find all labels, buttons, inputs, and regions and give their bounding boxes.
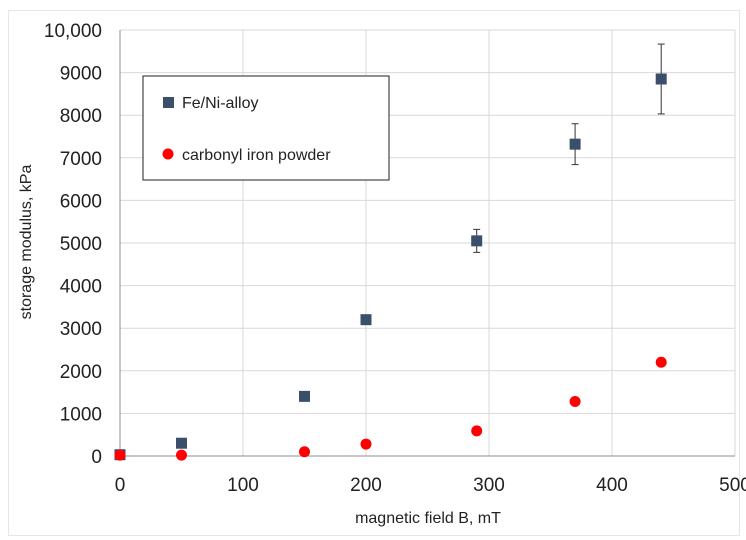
- data-point-carbonyl-iron-powder: [299, 446, 310, 458]
- data-point-fe-ni-alloy: [471, 235, 483, 247]
- axes: [119, 30, 735, 457]
- x-tick-labels: 0 100 200 300 400 500: [115, 475, 746, 496]
- y-tick-label: 1000: [60, 404, 102, 425]
- y-tick-label: 7000: [60, 149, 102, 170]
- x-axis-title: magnetic field B, mT: [355, 510, 501, 527]
- data-point-carbonyl-iron-powder: [471, 425, 483, 437]
- data-point-carbonyl-iron-powder: [569, 395, 581, 407]
- data-point-fe-ni-alloy: [655, 73, 667, 85]
- data-points: [114, 43, 667, 461]
- legend-marker-carbonyl-iron-powder: [162, 148, 174, 160]
- x-tick-label: 500: [719, 475, 746, 496]
- y-tick-label: 6000: [60, 191, 102, 212]
- y-axis-title: storage modulus, kPa: [18, 165, 35, 320]
- y-tick-label: 8000: [60, 106, 102, 127]
- legend-box: [142, 75, 390, 181]
- y-tick-label: 3000: [60, 319, 102, 340]
- data-point-fe-ni-alloy: [176, 437, 187, 449]
- data-point-fe-ni-alloy: [299, 390, 310, 402]
- chart-frame: [8, 10, 740, 536]
- x-tick-label: 0: [115, 475, 126, 496]
- x-tick-label: 100: [227, 475, 259, 496]
- x-tick-label: 200: [350, 475, 382, 496]
- y-tick-label: 0: [91, 447, 102, 468]
- data-point-carbonyl-iron-powder: [360, 438, 372, 450]
- data-point-carbonyl-iron-powder: [655, 356, 667, 368]
- legend-marker-fe-ni-alloy: [163, 97, 174, 108]
- x-tick-label: 300: [473, 475, 505, 496]
- y-tick-label: 4000: [60, 277, 102, 298]
- y-tick-label: 5000: [60, 234, 102, 255]
- y-tick-label: 10,000: [44, 21, 102, 42]
- legend-label-fe-ni-alloy: Fe/Ni-alloy: [182, 95, 258, 112]
- y-tick-label: 2000: [60, 362, 102, 383]
- data-point-fe-ni-alloy: [569, 138, 581, 150]
- legend: Fe/Ni-alloy carbonyl iron powder: [142, 75, 390, 181]
- y-tick-labels: 0 1000 2000 3000 4000 5000 6000 7000 8000 9000 10,…: [44, 21, 102, 468]
- data-point-carbonyl-iron-powder: [114, 449, 126, 461]
- data-point-carbonyl-iron-powder: [176, 449, 187, 461]
- x-tick-label: 400: [596, 475, 628, 496]
- data-point-fe-ni-alloy: [360, 314, 372, 326]
- y-tick-label: 9000: [60, 64, 102, 85]
- legend-label-carbonyl-iron-powder: carbonyl iron powder: [182, 147, 331, 164]
